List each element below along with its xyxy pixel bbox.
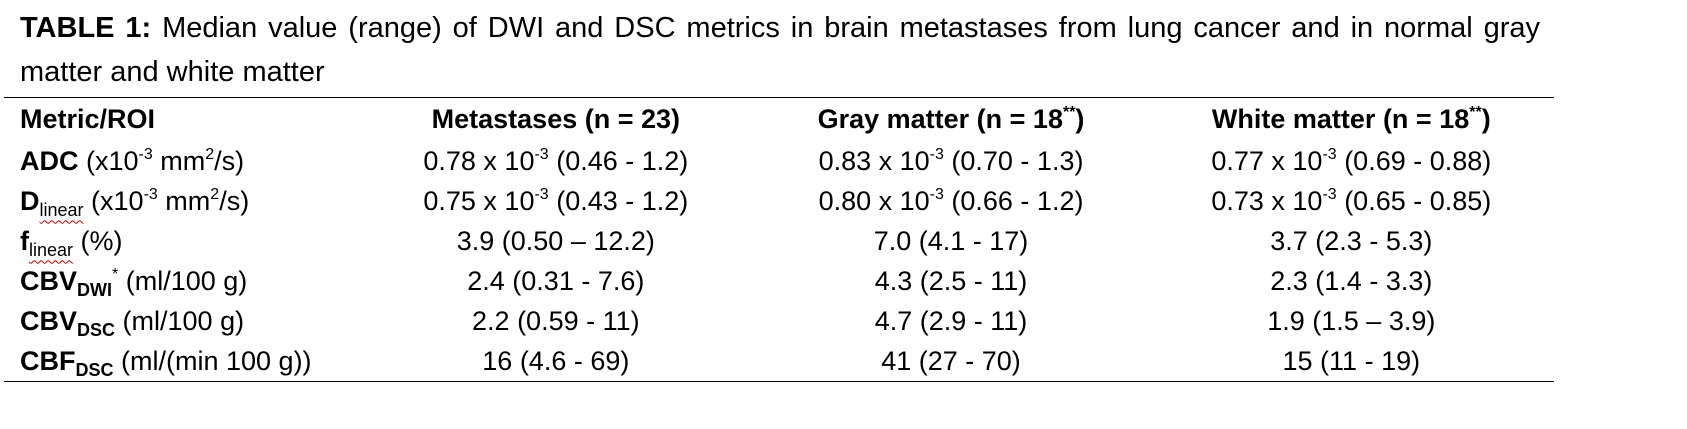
table-row: CBVDWI* (ml/100 g) 2.4 (0.31 - 7.6) 4.3 … [4,261,1554,301]
white-matter-cell: 3.7 (2.3 - 5.3) [1270,225,1433,256]
white-matter-cell: 1.9 (1.5 – 3.9) [1267,305,1436,336]
table-row: CBVDSC (ml/100 g) 2.2 (0.59 - 11) 4.7 (2… [4,301,1554,341]
header-white-matter: White matter (n = 18**) [1211,104,1491,134]
metastases-cell: 0.75 x 10-3 (0.43 - 1.2) [423,185,689,216]
white-matter-cell: 15 (11 - 19) [1282,345,1421,376]
table-row: Dlinear (x10-3 mm2/s) 0.75 x 10-3 (0.43 … [4,181,1554,221]
gray-matter-cell: 7.0 (4.1 - 17) [873,225,1029,256]
caption-text: Median value (range) of DWI and DSC metr… [20,12,1540,88]
table-caption: TABLE 1: Median value (range) of DWI and… [20,6,1540,94]
gray-matter-cell: 4.7 (2.9 - 11) [874,305,1028,336]
table-row: ADC (x10-3 mm2/s) 0.78 x 10-3 (0.46 - 1.… [4,141,1554,181]
gray-matter-cell: 4.3 (2.5 - 11) [874,265,1028,296]
metric-cell: Dlinear (x10-3 mm2/s) [20,185,250,220]
caption-label: TABLE 1: [20,12,152,44]
metric-cell: CBVDWI* (ml/100 g) [20,265,248,300]
metric-cell: flinear (%) [20,225,123,260]
table-row: CBFDSC (ml/(min 100 g)) 16 (4.6 - 69) 41… [4,341,1554,382]
metastases-cell: 3.9 (0.50 – 12.2) [456,225,655,256]
white-matter-cell: 0.77 x 10-3 (0.69 - 0.88) [1211,145,1492,176]
metastases-cell: 0.78 x 10-3 (0.46 - 1.2) [423,145,689,176]
metric-cell: CBVDSC (ml/100 g) [20,305,245,340]
metastases-cell: 16 (4.6 - 69) [482,345,630,376]
metastases-cell: 2.2 (0.59 - 11) [472,305,640,336]
metric-cell: CBFDSC (ml/(min 100 g)) [20,345,312,380]
header-row: Metric/ROI Metastases (n = 23) Gray matt… [4,97,1554,142]
metric-cell: ADC (x10-3 mm2/s) [20,145,245,176]
gray-matter-cell: 0.80 x 10-3 (0.66 - 1.2) [818,185,1084,216]
white-matter-cell: 2.3 (1.4 - 3.3) [1270,265,1433,296]
header-metric: Metric/ROI [20,104,156,134]
white-matter-cell: 0.73 x 10-3 (0.65 - 0.85) [1211,185,1492,216]
metastases-cell: 2.4 (0.31 - 7.6) [467,265,645,296]
header-gray-matter: Gray matter (n = 18**) [817,104,1085,134]
gray-matter-cell: 41 (27 - 70) [881,345,1021,376]
header-metastases: Metastases (n = 23) [431,104,681,134]
gray-matter-cell: 0.83 x 10-3 (0.70 - 1.3) [818,145,1084,176]
metrics-table: Metric/ROI Metastases (n = 23) Gray matt… [4,97,1554,382]
table-row: flinear (%) 3.9 (0.50 – 12.2) 7.0 (4.1 -… [4,221,1554,261]
